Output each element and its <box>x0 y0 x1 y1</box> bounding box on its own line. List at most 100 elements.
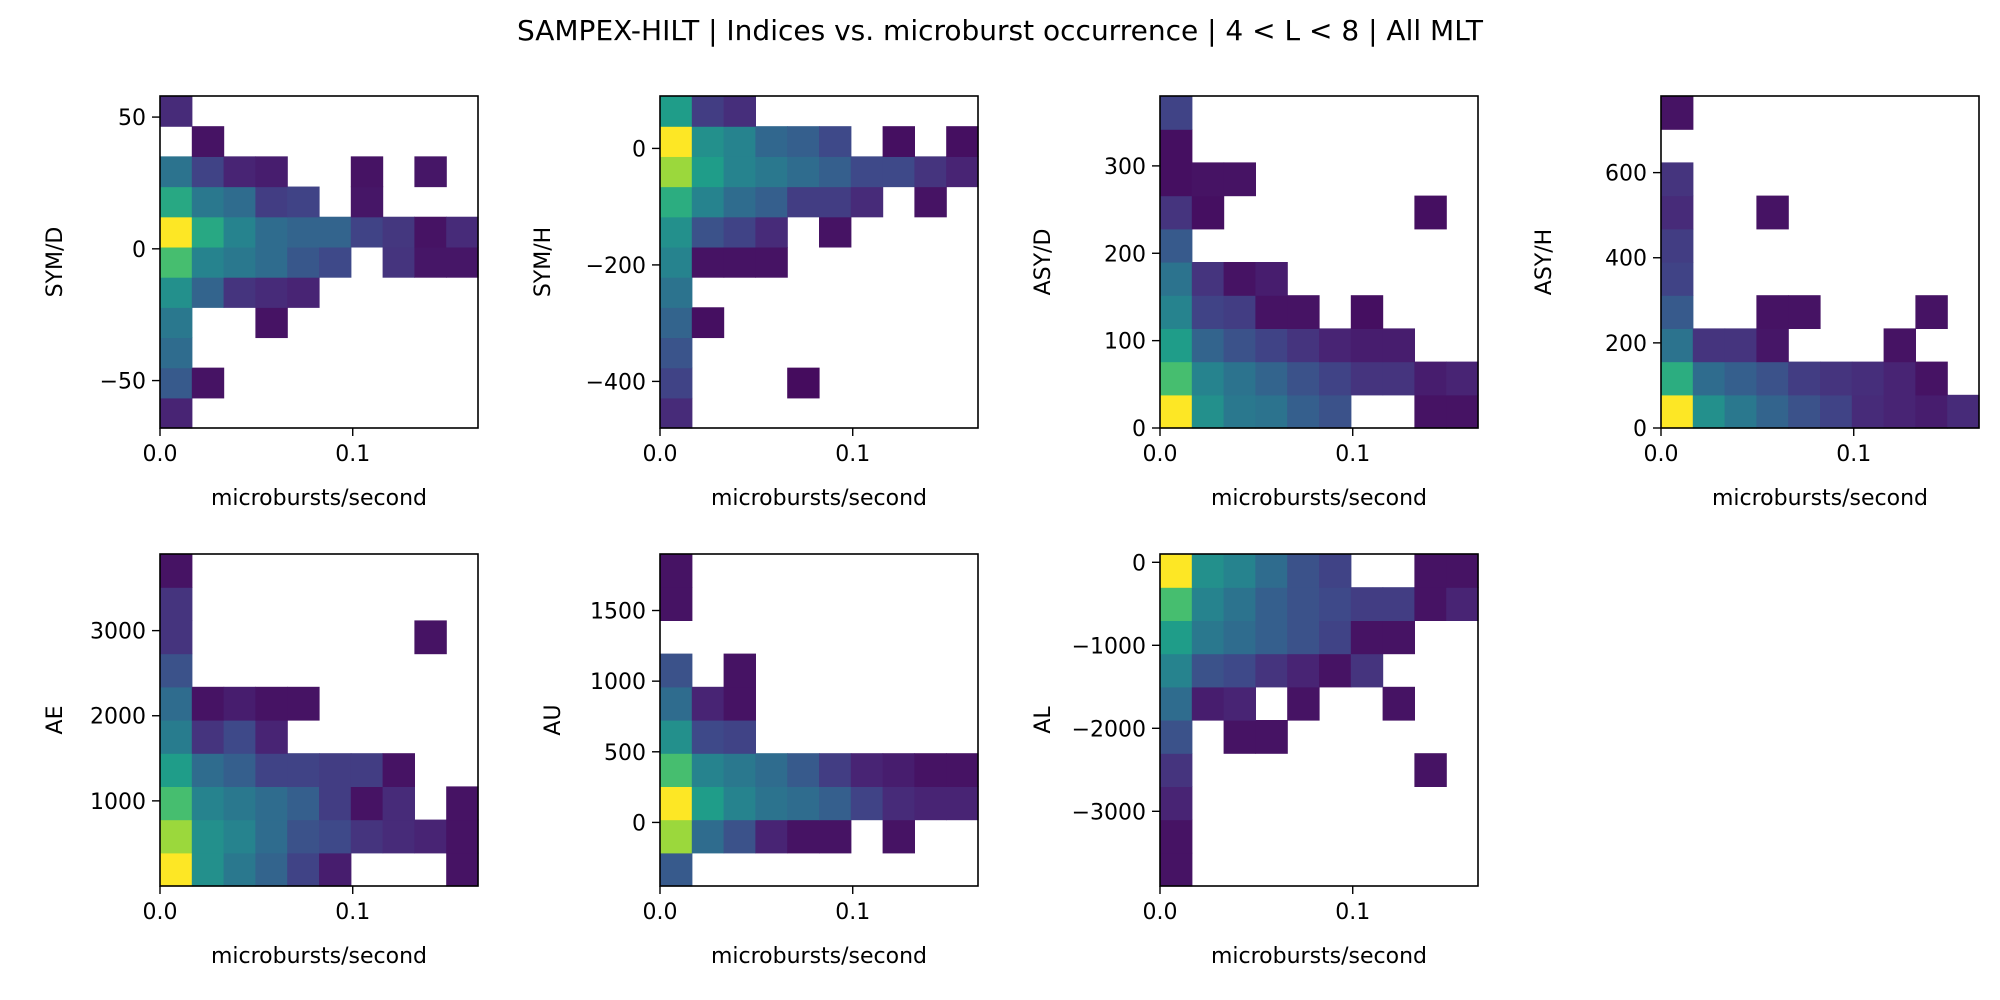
heatmap-cell <box>255 753 288 787</box>
heatmap-cell <box>1255 328 1288 363</box>
heatmap-cell <box>287 686 320 721</box>
heatmap-cell <box>160 307 193 339</box>
heatmap-cell <box>1350 328 1384 363</box>
y-tick-label: 100 <box>1104 330 1146 355</box>
heatmap-cell <box>755 786 788 821</box>
heatmap-cell <box>1223 394 1256 429</box>
heatmap-cell <box>255 720 288 754</box>
heatmap-cell <box>660 819 693 854</box>
heatmap-cell <box>1191 262 1225 296</box>
heatmap-cell <box>223 246 256 278</box>
heatmap-cell <box>1446 361 1479 396</box>
heatmap-cell <box>1319 328 1352 363</box>
heatmap-cell <box>819 126 852 157</box>
heatmap-cell <box>1160 96 1193 130</box>
x-tick-label: 0.1 <box>1335 900 1370 925</box>
heatmap-cell <box>223 186 256 218</box>
y-tick-label: 0 <box>1633 417 1647 442</box>
heatmap-cell <box>223 720 256 754</box>
heatmap-cell <box>382 819 415 854</box>
heatmap-cell <box>660 277 693 308</box>
heatmap-cell <box>1287 653 1320 688</box>
heatmap-cell <box>446 819 479 854</box>
x-tick-label: 0.0 <box>1143 900 1178 925</box>
heatmap-cell <box>287 786 320 821</box>
heatmap-cell <box>850 186 884 218</box>
heatmap-cell <box>1160 554 1193 588</box>
heatmap-cell <box>660 216 693 248</box>
heatmap-cell <box>319 246 352 278</box>
heatmap-cell <box>1160 361 1193 396</box>
heatmap-cell <box>787 786 820 821</box>
heatmap-cell <box>350 216 384 248</box>
heatmap-cell <box>1661 96 1694 130</box>
heatmap-cell <box>446 786 479 821</box>
heatmap-cell <box>660 337 693 369</box>
heatmap-cell <box>1661 361 1694 396</box>
x-tick-label: 0.1 <box>335 442 370 467</box>
heatmap-cell <box>223 277 256 308</box>
y-tick-label: 3000 <box>90 620 146 645</box>
heatmap-cell <box>223 819 256 854</box>
heatmap-cell <box>1883 361 1916 396</box>
y-tick-label: 0 <box>132 238 146 263</box>
heatmap-cell <box>223 786 256 821</box>
heatmap-cell <box>882 786 915 821</box>
heatmap-cell <box>160 337 193 369</box>
heatmap-cell <box>1160 786 1193 821</box>
heatmap-cell <box>1382 620 1415 655</box>
heatmap-cell <box>191 277 225 308</box>
x-tick-label: 0.0 <box>143 900 178 925</box>
plot-frame <box>659 95 979 429</box>
y-tick-label: −1000 <box>1072 634 1146 659</box>
heatmap-cell <box>1756 361 1789 396</box>
heatmap-cell <box>223 852 256 887</box>
heatmap-cell <box>350 753 384 787</box>
heatmap-cell <box>255 307 288 339</box>
heatmap-cell <box>691 216 725 248</box>
heatmap-cell <box>1414 587 1447 621</box>
heatmap-cell <box>191 786 225 821</box>
heatmap-cell <box>882 819 915 854</box>
heatmap-cell <box>1191 653 1225 688</box>
y-tick-label: 500 <box>604 741 646 766</box>
y-axis-label: SYM/D <box>43 227 68 298</box>
y-tick-label: 1500 <box>590 600 646 625</box>
panel-al: 0.0 0.1 0 −1000 −2000 −3000 microbursts/second… <box>1031 551 1479 969</box>
x-tick-label: 0.0 <box>1644 442 1679 467</box>
y-tick-label: 0 <box>1132 551 1146 576</box>
heatmap-cell <box>414 620 447 655</box>
heatmap-cell <box>1446 554 1479 588</box>
heatmap-cell <box>255 186 288 218</box>
heatmap-cell <box>160 186 193 218</box>
heatmap-cell <box>1223 653 1256 688</box>
heatmap-cell <box>914 753 947 787</box>
heatmap-cell <box>446 216 479 248</box>
heatmap-cell <box>1287 328 1320 363</box>
heatmap-cell <box>691 819 725 854</box>
heatmap-cell <box>446 852 479 887</box>
heatmap-cell <box>287 852 320 887</box>
heatmap-cell <box>255 156 288 188</box>
heatmap-cell <box>191 246 225 278</box>
heatmap-cell <box>255 819 288 854</box>
heatmap-cell <box>1756 328 1789 363</box>
heatmap-cell <box>1820 361 1853 396</box>
heatmap-cell <box>1160 587 1193 621</box>
heatmap-cell <box>1350 361 1384 396</box>
heatmap-cell <box>660 686 693 721</box>
heatmap-cell <box>660 156 693 188</box>
panel-ae: 0.0 0.1 1000 2000 3000 microbursts/second AE <box>43 553 479 969</box>
heatmap-cell <box>1160 262 1193 296</box>
plot-frame <box>1159 553 1479 887</box>
x-tick-label: 0.0 <box>1143 442 1178 467</box>
heatmap-cell <box>660 307 693 339</box>
heatmap-cell <box>414 246 447 278</box>
heatmap-cell <box>1160 162 1193 197</box>
heatmap-cell <box>660 587 693 621</box>
x-tick-label: 0.0 <box>143 442 178 467</box>
y-tick-label: 300 <box>1104 155 1146 180</box>
heatmap-cell <box>1756 394 1789 429</box>
heatmap-cell <box>1661 262 1694 296</box>
